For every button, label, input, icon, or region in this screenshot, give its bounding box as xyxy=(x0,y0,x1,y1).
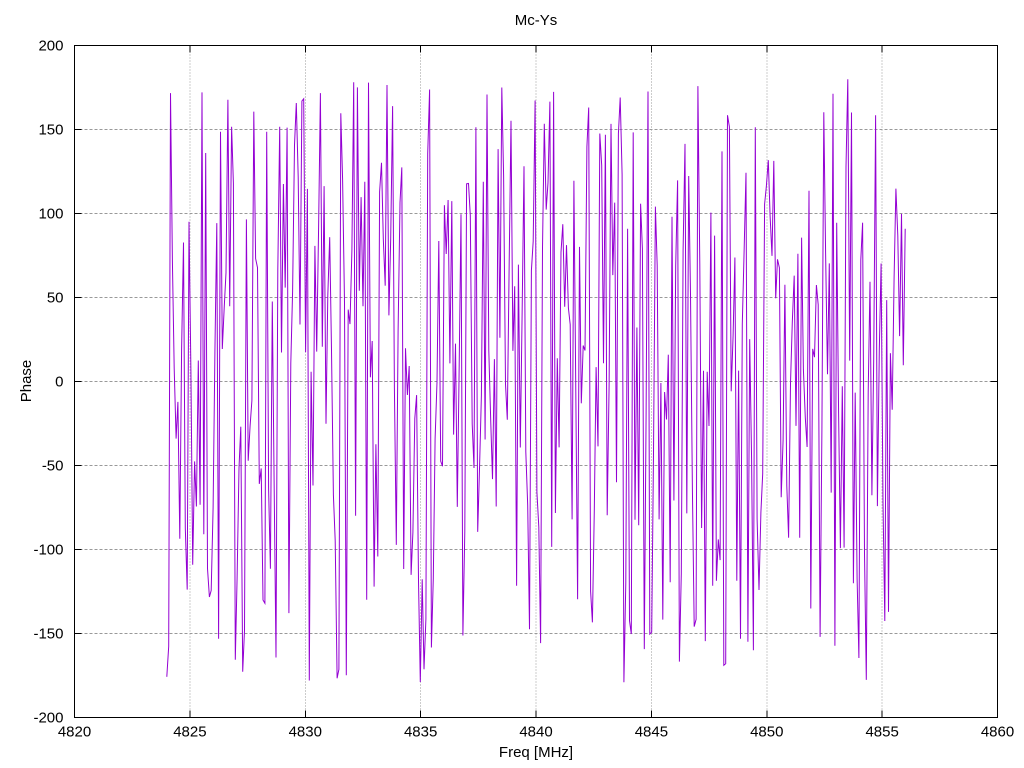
x-tick-label: 4840 xyxy=(519,724,552,741)
data-series-layer xyxy=(166,79,906,683)
x-tick-label: 4850 xyxy=(750,724,783,741)
data-series-line xyxy=(166,79,906,683)
y-tick-label: 50 xyxy=(47,290,64,307)
y-tick-label: 150 xyxy=(38,122,63,139)
y-tick-label: 200 xyxy=(38,38,63,55)
x-tick-label: 4825 xyxy=(173,724,206,741)
y-axis-label: Phase xyxy=(18,360,35,403)
chart-title: Mc-Ys xyxy=(515,12,558,29)
x-tick-label: 4835 xyxy=(404,724,437,741)
x-tick-label: 4820 xyxy=(58,724,91,741)
y-tick-label: 0 xyxy=(55,374,63,391)
axis-ticks-layer xyxy=(74,45,998,718)
x-tick-label: 4830 xyxy=(289,724,322,741)
x-tick-label: 4860 xyxy=(981,724,1014,741)
y-tick-label: -50 xyxy=(42,458,64,475)
y-tick-label: -100 xyxy=(33,542,63,559)
x-tick-label: 4845 xyxy=(635,724,668,741)
x-tick-label: 4855 xyxy=(865,724,898,741)
tick-labels-layer: 4820 4825 4830 4835 4840 4845 4850 4855 4860 -200… xyxy=(33,38,1014,741)
y-tick-label: 100 xyxy=(38,206,63,223)
y-tick-label: -150 xyxy=(33,626,63,643)
x-axis-label: Freq [MHz] xyxy=(499,744,573,761)
y-tick-label: -200 xyxy=(33,710,63,727)
